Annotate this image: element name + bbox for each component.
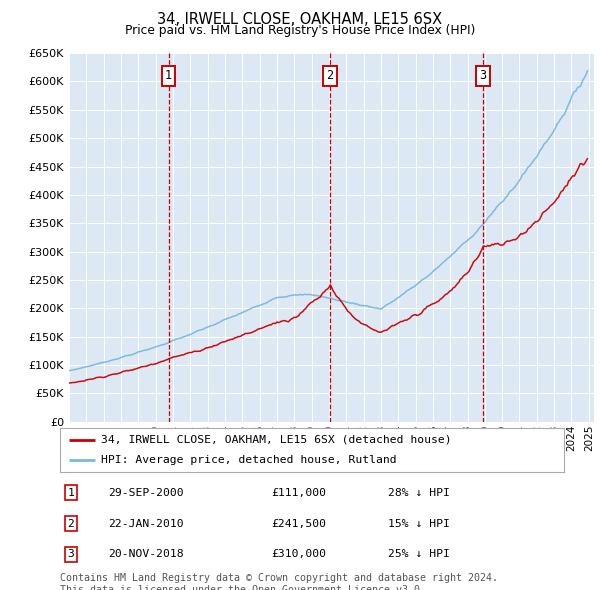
Text: 20-NOV-2018: 20-NOV-2018 — [108, 549, 184, 559]
Text: 15% ↓ HPI: 15% ↓ HPI — [388, 519, 449, 529]
Text: 29-SEP-2000: 29-SEP-2000 — [108, 488, 184, 498]
Text: Contains HM Land Registry data © Crown copyright and database right 2024.
This d: Contains HM Land Registry data © Crown c… — [60, 573, 498, 590]
Text: 3: 3 — [479, 69, 487, 82]
Text: 34, IRWELL CLOSE, OAKHAM, LE15 6SX: 34, IRWELL CLOSE, OAKHAM, LE15 6SX — [157, 12, 443, 27]
Text: £111,000: £111,000 — [272, 488, 326, 498]
Text: 1: 1 — [68, 488, 74, 498]
Text: 34, IRWELL CLOSE, OAKHAM, LE15 6SX (detached house): 34, IRWELL CLOSE, OAKHAM, LE15 6SX (deta… — [101, 435, 452, 445]
Text: 25% ↓ HPI: 25% ↓ HPI — [388, 549, 449, 559]
Text: 1: 1 — [165, 69, 172, 82]
Text: 3: 3 — [68, 549, 74, 559]
Text: HPI: Average price, detached house, Rutland: HPI: Average price, detached house, Rutl… — [101, 455, 397, 465]
Text: £310,000: £310,000 — [272, 549, 326, 559]
Text: 22-JAN-2010: 22-JAN-2010 — [108, 519, 184, 529]
Text: 2: 2 — [68, 519, 74, 529]
Text: 28% ↓ HPI: 28% ↓ HPI — [388, 488, 449, 498]
Text: Price paid vs. HM Land Registry's House Price Index (HPI): Price paid vs. HM Land Registry's House … — [125, 24, 475, 37]
Text: 2: 2 — [326, 69, 334, 82]
Text: £241,500: £241,500 — [272, 519, 326, 529]
